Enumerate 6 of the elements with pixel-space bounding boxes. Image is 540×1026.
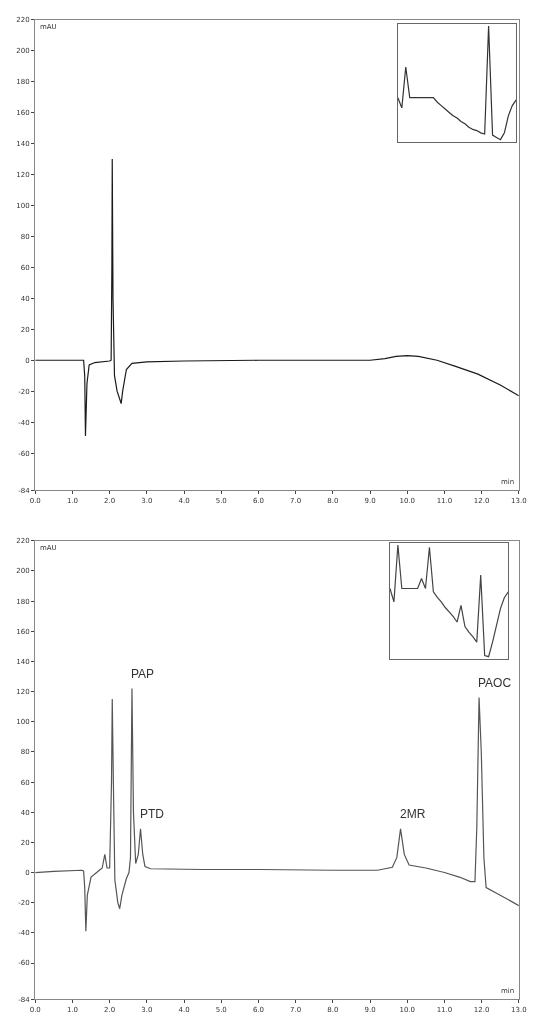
annotation: 2MR — [400, 807, 426, 821]
annotation: PAOC — [478, 676, 512, 690]
annotation: PTD — [140, 807, 165, 821]
line-series — [35, 687, 519, 932]
line-series — [35, 158, 519, 437]
annotation: PAP — [131, 667, 155, 681]
